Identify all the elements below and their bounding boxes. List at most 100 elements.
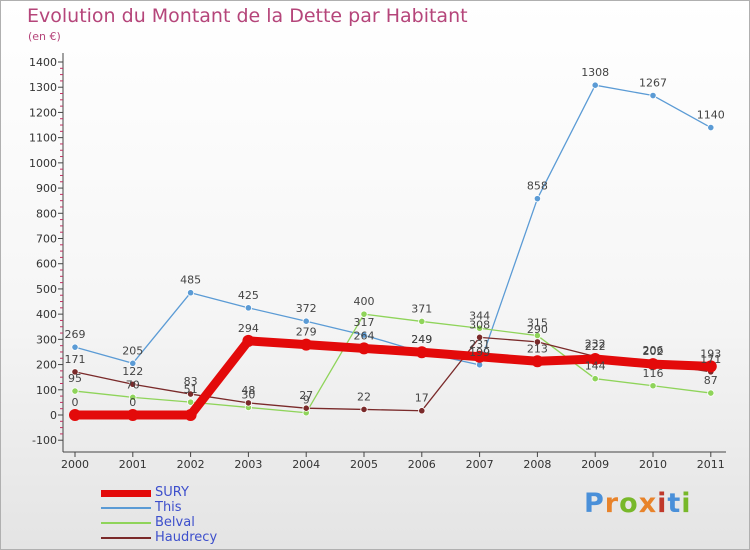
y-tick-label: 800 [36, 207, 57, 220]
x-tick-label: 2009 [581, 458, 609, 471]
data-point-this [360, 331, 368, 339]
data-label-haudrecy: 308 [469, 318, 490, 331]
data-point-haudrecy [244, 399, 252, 407]
x-tick-label: 2003 [234, 458, 262, 471]
data-label-sury: 249 [411, 333, 432, 346]
data-label-this: 205 [122, 344, 143, 357]
data-label-sury: 193 [700, 347, 721, 360]
data-point-haudrecy [302, 404, 310, 412]
data-point-haudrecy [129, 380, 137, 388]
data-point-sury [704, 360, 717, 373]
data-label-haudrecy: 17 [415, 392, 429, 405]
y-tick-label: 700 [36, 233, 57, 246]
y-tick-label: 1000 [29, 157, 57, 170]
data-point-sury [647, 358, 659, 371]
y-tick-label: 400 [36, 308, 57, 321]
data-point-belval [187, 398, 195, 406]
data-point-sury [531, 355, 544, 368]
series-line-sury [70, 336, 716, 420]
data-point-this [244, 304, 252, 312]
x-tick-label: 2002 [177, 458, 205, 471]
data-label-belval: 371 [411, 302, 432, 315]
data-point-sury [300, 338, 313, 351]
x-tick-label: 2000 [61, 458, 89, 471]
data-point-belval [649, 382, 657, 390]
data-label-sury: 0 [129, 396, 136, 409]
chart-legend: SURY This Belval Haudrecy [101, 486, 301, 546]
data-point-belval [360, 310, 368, 318]
y-tick-label: -100 [32, 434, 57, 447]
data-point-sury [242, 334, 255, 347]
data-label-sury: 222 [585, 340, 606, 353]
data-label-sury: 294 [238, 322, 259, 335]
data-label-haudrecy: 206 [643, 344, 664, 357]
legend-label-sury: SURY [155, 485, 189, 500]
x-tick-label: 2006 [408, 458, 436, 471]
data-point-haudrecy [533, 338, 542, 346]
data-label-belval: 400 [354, 295, 375, 308]
data-label-haudrecy: 48 [241, 384, 255, 397]
series-line-this [74, 84, 712, 366]
logo-letter: i [657, 488, 668, 519]
data-label-this: 858 [527, 180, 548, 193]
logo-letter: i [681, 488, 692, 519]
data-label-haudrecy: 122 [122, 365, 143, 378]
y-tick-labels: -100 0 100 200 300 400 500 600 700 800 900 1000 1100… [29, 56, 63, 447]
y-tick-label: 1300 [29, 81, 57, 94]
logo-letter: x [638, 488, 658, 519]
data-label-sury: 202 [643, 345, 664, 358]
y-tick-label: 0 [50, 409, 57, 422]
y-tick-label: 1400 [29, 56, 57, 69]
data-point-belval [475, 324, 484, 332]
legend-swatch-this [101, 507, 151, 509]
data-point-belval [129, 393, 137, 401]
legend-item-this: This [101, 501, 301, 516]
data-label-this: 485 [180, 274, 201, 287]
legend-swatch-belval [101, 522, 151, 524]
legend-label-this: This [155, 500, 182, 515]
data-label-this: 425 [238, 289, 259, 302]
logo-letter: t [667, 488, 682, 519]
chart-series [69, 81, 717, 421]
legend-item-sury: SURY [101, 486, 301, 501]
data-label-belval: 144 [585, 360, 606, 373]
data-label-sury: 264 [354, 329, 375, 342]
y-tick-label: 100 [36, 384, 57, 397]
legend-swatch-sury [101, 490, 151, 497]
data-labels: 269 205 485 425 372 317 249 199 858 1308 1267 1140 9… [65, 66, 725, 409]
data-label-haudrecy: 171 [700, 353, 721, 366]
legend-item-haudrecy: Haudrecy [101, 531, 301, 546]
data-label-sury: 279 [296, 326, 317, 339]
data-point-haudrecy [187, 390, 195, 398]
data-label-haudrecy: 171 [65, 353, 86, 366]
data-label-belval: 70 [126, 378, 140, 391]
y-tick-label: 900 [36, 182, 57, 195]
data-point-haudrecy [418, 407, 426, 415]
data-point-this [71, 343, 79, 351]
data-point-sury [473, 350, 486, 363]
data-label-this: 269 [65, 328, 86, 341]
data-label-belval: 30 [241, 388, 255, 401]
x-tick-label: 2011 [697, 458, 725, 471]
y-tick-label: 500 [36, 283, 57, 296]
data-point-sury [358, 342, 370, 355]
data-label-belval: 116 [643, 367, 664, 380]
data-label-sury: 231 [469, 338, 490, 351]
data-label-haudrecy: 83 [184, 375, 198, 388]
chart-subtitle: (en €) [28, 30, 61, 43]
x-tick-label: 2010 [639, 458, 667, 471]
data-label-haudrecy: 27 [299, 389, 313, 402]
data-point-this [591, 81, 599, 89]
data-label-this: 1140 [697, 109, 725, 122]
data-label-belval: 344 [469, 309, 490, 322]
data-point-this [129, 359, 137, 367]
data-label-this: 199 [469, 346, 490, 359]
x-tick-label: 2005 [350, 458, 378, 471]
data-label-this: 1267 [639, 77, 667, 90]
data-label-haudrecy: 290 [527, 323, 548, 336]
y-tick-label: 600 [36, 258, 57, 271]
x-tick-label: 2008 [523, 458, 551, 471]
data-label-this: 317 [354, 316, 375, 329]
